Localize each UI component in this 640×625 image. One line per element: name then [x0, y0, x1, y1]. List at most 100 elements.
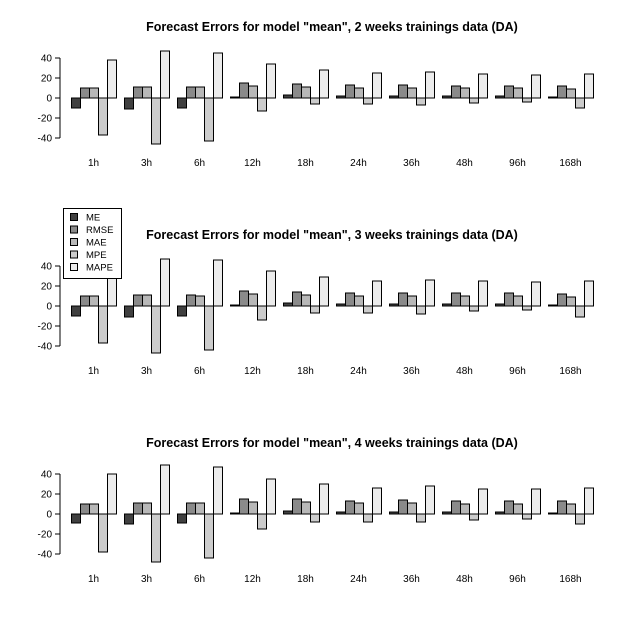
bar-mape-48h [478, 73, 488, 99]
bar-mae-36h [407, 87, 417, 99]
bar-mae-96h [513, 503, 523, 515]
bar-me-96h [495, 303, 505, 307]
bar-mape-24h [372, 487, 382, 515]
bar-rmse-12h [239, 82, 249, 99]
x-category-label: 24h [350, 574, 367, 585]
bar-rmse-1h [80, 87, 90, 99]
y-tick-label: 40 [41, 470, 53, 481]
x-category-label: 1h [88, 366, 99, 377]
legend-label-rmse: RMSE [86, 225, 113, 236]
bar-rmse-168h [557, 293, 567, 307]
bar-rmse-12h [239, 290, 249, 307]
bar-mae-12h [248, 501, 258, 515]
bar-rmse-18h [292, 83, 302, 99]
bar-me-36h [389, 511, 399, 515]
bar-group-168h [548, 280, 594, 318]
bar-mae-3h [142, 294, 152, 307]
bar-rmse-1h [80, 503, 90, 515]
bar-group-18h [283, 483, 329, 523]
bar-group-24h [336, 72, 382, 105]
legend-label-mape: MAPE [86, 263, 113, 274]
bar-group-3h [124, 464, 170, 563]
bar-mape-48h [478, 280, 488, 307]
bar-mpe-1h [98, 513, 108, 553]
x-category-label: 48h [456, 158, 473, 169]
bar-mpe-96h [522, 97, 532, 103]
y-tick-label: 40 [41, 54, 53, 65]
bar-me-3h [124, 305, 134, 318]
bar-rmse-168h [557, 500, 567, 515]
y-tick-label: 0 [46, 302, 52, 313]
x-category-label: 6h [194, 574, 205, 585]
bar-rmse-3h [133, 294, 143, 307]
x-category-label: 168h [559, 366, 581, 377]
x-category-label: 1h [88, 574, 99, 585]
x-category-label: 3h [141, 574, 152, 585]
bar-group-12h [230, 270, 276, 321]
bar-me-18h [283, 510, 293, 515]
bar-mae-48h [460, 295, 470, 307]
bar-rmse-3h [133, 502, 143, 515]
x-category-label: 12h [244, 574, 261, 585]
bar-mpe-12h [257, 97, 267, 112]
bar-mae-12h [248, 85, 258, 99]
bar-mae-1h [89, 295, 99, 307]
bar-rmse-168h [557, 85, 567, 99]
x-category-label: 18h [297, 574, 314, 585]
bar-me-12h [230, 304, 240, 307]
y-tick-label: 40 [41, 262, 53, 273]
bar-rmse-24h [345, 84, 355, 99]
x-category-label: 1h [88, 158, 99, 169]
bar-mape-12h [266, 63, 276, 99]
y-tick-label: 20 [41, 282, 53, 293]
chart-panel-2: Forecast Errors for model "mean", 3 week… [38, 228, 594, 377]
bar-mpe-6h [204, 97, 214, 142]
bar-me-6h [177, 97, 187, 109]
bar-me-168h [548, 96, 558, 99]
bar-group-3h [124, 50, 170, 145]
x-category-label: 6h [194, 366, 205, 377]
bar-me-96h [495, 95, 505, 99]
chart-title: Forecast Errors for model "mean", 2 week… [146, 20, 518, 34]
bar-group-36h [389, 279, 435, 315]
bar-me-18h [283, 302, 293, 307]
bar-rmse-1h [80, 295, 90, 307]
bar-mpe-96h [522, 305, 532, 311]
chart-title: Forecast Errors for model "mean", 4 week… [146, 436, 518, 450]
bar-group-36h [389, 485, 435, 523]
bar-me-6h [177, 513, 187, 524]
bar-me-96h [495, 511, 505, 515]
bar-mape-1h [107, 473, 117, 515]
bar-mpe-48h [469, 97, 479, 104]
y-tick-label: 20 [41, 74, 53, 85]
y-tick-label: -20 [38, 114, 53, 125]
bar-group-6h [177, 466, 223, 559]
bar-rmse-6h [186, 86, 196, 99]
bar-mpe-18h [310, 305, 320, 314]
bar-mape-168h [584, 487, 594, 515]
bar-rmse-24h [345, 500, 355, 515]
bar-mpe-18h [310, 97, 320, 105]
x-category-label: 96h [509, 574, 526, 585]
bar-group-24h [336, 280, 382, 314]
x-category-label: 168h [559, 158, 581, 169]
x-category-label: 3h [141, 158, 152, 169]
bar-rmse-36h [398, 84, 408, 99]
x-category-label: 3h [141, 366, 152, 377]
bar-mape-1h [107, 59, 117, 99]
bar-group-1h [71, 473, 117, 553]
legend-swatch-mpe [70, 250, 78, 259]
bar-mape-3h [160, 258, 170, 307]
bar-mae-1h [89, 503, 99, 515]
bar-mae-48h [460, 503, 470, 515]
bar-mae-18h [301, 501, 311, 515]
x-category-label: 12h [244, 366, 261, 377]
bar-me-12h [230, 96, 240, 99]
bar-mape-18h [319, 276, 329, 307]
legend-swatch-mape [70, 263, 78, 271]
bar-rmse-18h [292, 291, 302, 307]
bar-mae-96h [513, 295, 523, 307]
x-category-label: 48h [456, 366, 473, 377]
bar-mape-3h [160, 50, 170, 99]
